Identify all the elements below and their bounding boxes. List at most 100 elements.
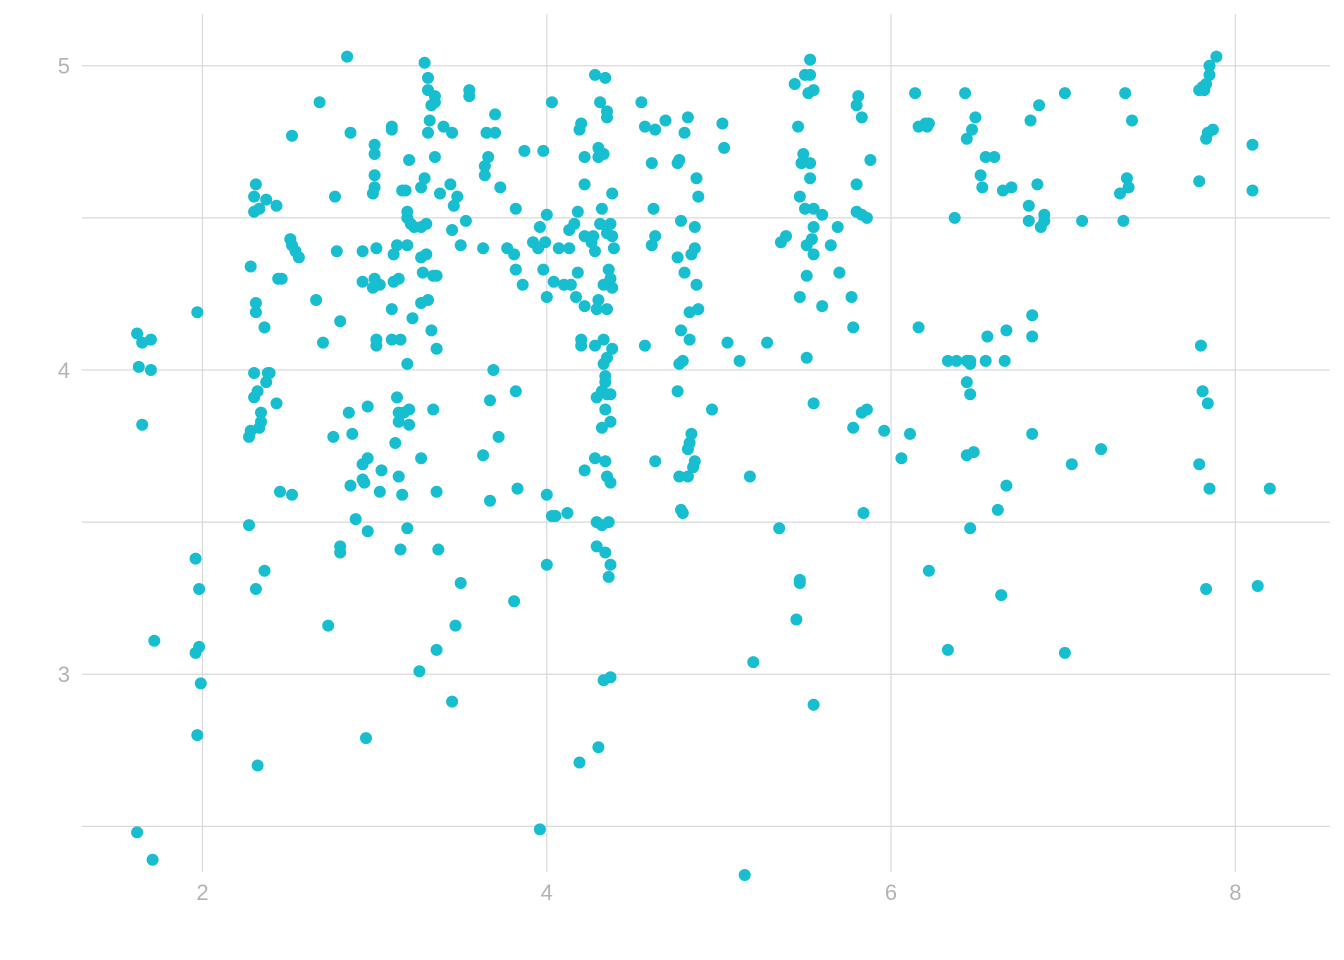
data-point xyxy=(991,503,1004,516)
data-point xyxy=(800,351,813,364)
data-point xyxy=(420,248,433,261)
data-point xyxy=(1095,443,1108,456)
data-point xyxy=(1119,87,1132,100)
data-point xyxy=(800,269,813,282)
data-point xyxy=(578,464,591,477)
data-point xyxy=(540,488,553,501)
data-point xyxy=(1058,87,1071,100)
data-point xyxy=(373,278,386,291)
data-point xyxy=(607,242,620,255)
data-point xyxy=(590,540,603,553)
data-point xyxy=(394,543,407,556)
data-point xyxy=(389,437,402,449)
data-point xyxy=(1210,50,1223,63)
data-point xyxy=(1193,175,1206,188)
data-point xyxy=(368,169,381,182)
data-point xyxy=(428,151,441,163)
data-point xyxy=(146,853,159,866)
data-point xyxy=(807,397,820,410)
data-point xyxy=(860,403,873,416)
data-point xyxy=(136,418,149,431)
data-point xyxy=(678,126,691,139)
data-point xyxy=(418,172,431,185)
data-point xyxy=(590,303,603,316)
data-point xyxy=(545,96,558,109)
data-point xyxy=(1246,138,1259,151)
data-point xyxy=(349,513,362,526)
data-point xyxy=(847,321,860,334)
data-point xyxy=(594,96,607,109)
data-point xyxy=(606,281,619,294)
data-point xyxy=(685,427,698,440)
data-point xyxy=(370,242,383,255)
data-point xyxy=(807,202,820,215)
data-point xyxy=(533,221,546,233)
data-point xyxy=(322,619,335,632)
data-point xyxy=(578,300,591,313)
data-point xyxy=(422,71,434,84)
data-point xyxy=(1024,114,1037,127)
data-point xyxy=(249,178,262,191)
y-tick-label: 3 xyxy=(58,662,70,687)
data-point xyxy=(540,208,553,221)
data-point xyxy=(635,96,648,109)
data-point xyxy=(597,148,610,160)
data-point xyxy=(509,385,522,398)
data-point xyxy=(692,303,705,316)
data-point xyxy=(804,157,817,170)
data-point xyxy=(423,114,436,127)
data-point xyxy=(511,482,524,495)
data-point xyxy=(792,120,805,133)
data-point xyxy=(310,294,323,306)
data-point xyxy=(790,613,803,626)
data-point xyxy=(248,367,261,379)
data-point xyxy=(391,239,403,252)
data-point xyxy=(979,151,992,163)
data-point xyxy=(249,306,262,319)
data-point xyxy=(599,403,612,416)
data-point xyxy=(716,117,729,130)
data-point xyxy=(191,729,204,742)
data-point xyxy=(253,202,266,215)
data-point xyxy=(356,245,369,258)
data-point xyxy=(148,634,161,647)
data-point xyxy=(492,430,505,443)
major-gridlines xyxy=(82,14,1330,872)
data-point xyxy=(516,278,529,291)
data-point xyxy=(564,278,577,291)
data-point xyxy=(941,354,954,367)
data-point xyxy=(334,546,347,559)
data-point xyxy=(601,111,613,124)
data-point xyxy=(366,187,379,200)
data-point xyxy=(692,190,705,203)
data-point xyxy=(988,151,1001,163)
data-point xyxy=(857,507,870,519)
data-point xyxy=(773,522,786,535)
data-point xyxy=(422,126,434,139)
data-point xyxy=(334,315,347,328)
data-point xyxy=(922,564,935,577)
data-point xyxy=(601,303,613,316)
data-point xyxy=(831,221,844,233)
data-point xyxy=(793,577,806,589)
data-point xyxy=(375,464,388,477)
data-point xyxy=(144,364,157,376)
data-point xyxy=(480,126,493,139)
data-point xyxy=(260,193,273,206)
y-tick-label: 5 xyxy=(58,54,70,79)
data-point xyxy=(255,415,267,428)
data-point xyxy=(570,291,582,303)
data-point xyxy=(909,87,922,100)
data-point xyxy=(477,449,490,462)
data-point xyxy=(595,202,608,215)
data-point xyxy=(430,342,443,355)
data-point xyxy=(251,759,264,772)
data-point xyxy=(807,84,820,97)
data-point xyxy=(286,488,298,501)
x-tick-label: 2 xyxy=(196,880,208,905)
data-point xyxy=(860,211,873,224)
data-point xyxy=(494,181,507,194)
data-point xyxy=(688,455,701,468)
data-point xyxy=(638,339,651,352)
data-point xyxy=(193,583,206,595)
